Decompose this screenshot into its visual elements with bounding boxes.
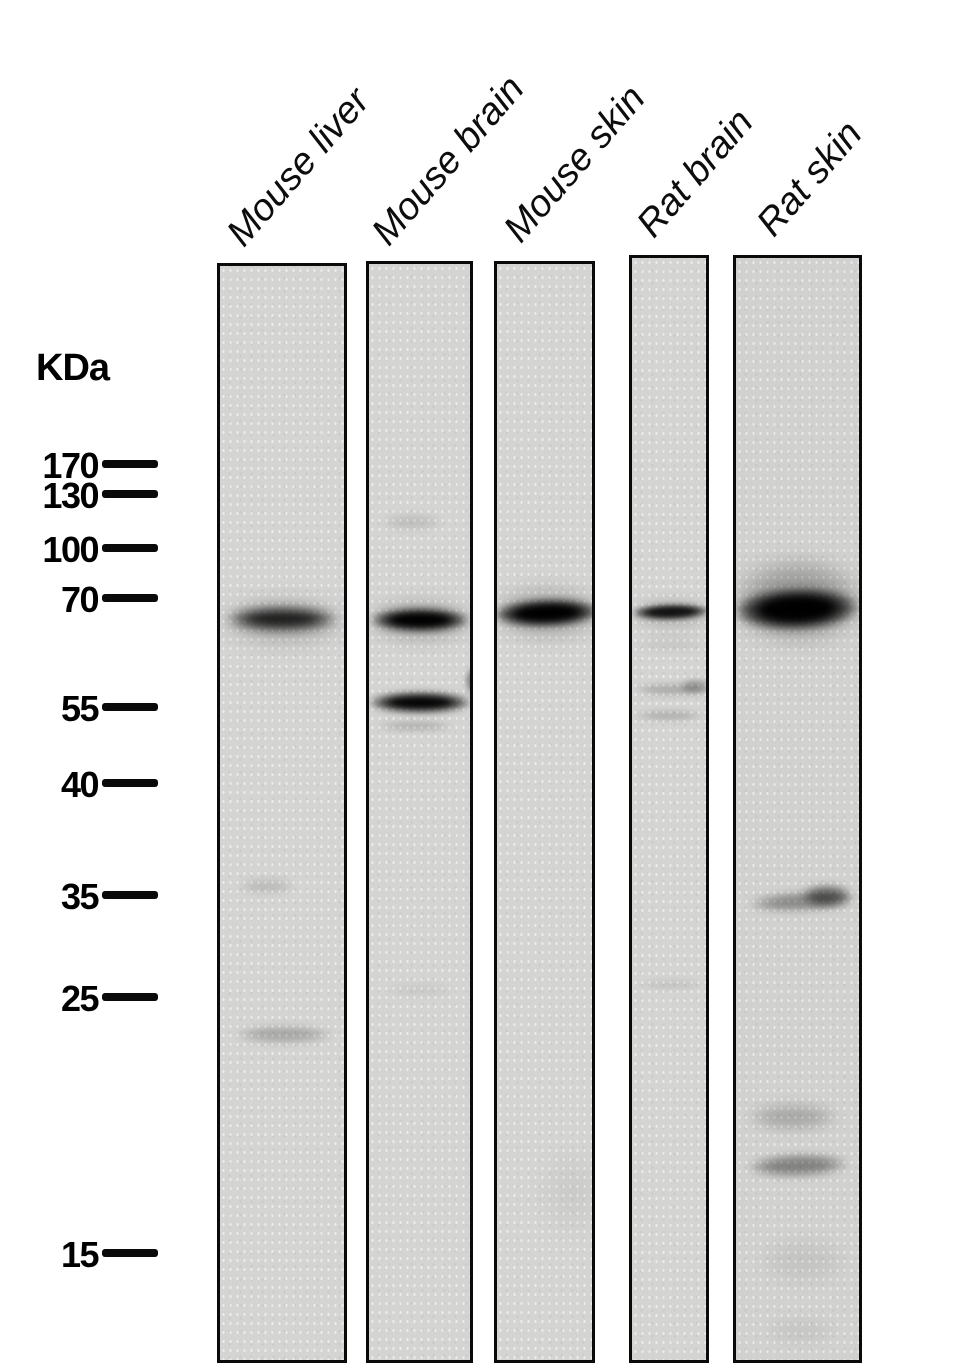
protein-band (634, 709, 704, 721)
lane-mouse-brain (366, 261, 473, 1363)
protein-band (635, 682, 706, 696)
marker-label-170: 170 (42, 445, 99, 486)
protein-band (371, 608, 469, 632)
protein-band (765, 1318, 837, 1344)
marker-tick-25 (102, 993, 158, 1001)
protein-band (377, 721, 453, 731)
marker-label-25: 25 (60, 978, 100, 1019)
lane-label-rat-skin: Rat skin (748, 113, 871, 245)
protein-band (544, 1153, 592, 1233)
marker-label-15: 15 (60, 1234, 100, 1275)
protein-band (747, 1151, 849, 1179)
protein-band (382, 514, 442, 530)
marker-label-100: 100 (42, 529, 99, 570)
lane-mouse-skin (494, 261, 595, 1363)
marker-tick-170 (102, 460, 158, 468)
lane-rat-skin (733, 255, 862, 1363)
protein-band (636, 638, 706, 650)
protein-band (385, 984, 453, 996)
lane-label-mouse-liver: Mouse liver (218, 80, 378, 255)
marker-tick-35 (102, 891, 158, 899)
marker-label-35: 35 (60, 876, 100, 917)
marker-label-55: 55 (60, 688, 100, 729)
protein-band (760, 1238, 846, 1284)
marker-label-40: 40 (60, 764, 100, 805)
marker-tick-55 (102, 703, 158, 711)
protein-band (802, 885, 852, 907)
marker-tick-100 (102, 544, 158, 552)
protein-band (638, 978, 704, 990)
lane-rat-brain (629, 255, 709, 1363)
protein-band (748, 1104, 838, 1130)
marker-tick-130 (102, 490, 158, 498)
protein-band (497, 597, 592, 629)
protein-band (236, 1025, 332, 1043)
marker-tick-70 (102, 594, 158, 602)
protein-band (466, 667, 470, 695)
protein-band (632, 602, 706, 622)
marker-label-130: 130 (42, 475, 99, 516)
marker-tick-15 (102, 1249, 158, 1257)
marker-tick-40 (102, 779, 158, 787)
marker-label-70: 70 (60, 579, 100, 620)
protein-band (227, 607, 337, 631)
lane-label-rat-brain: Rat brain (628, 101, 762, 246)
kda-unit-label: KDa (36, 347, 110, 389)
protein-band (736, 585, 859, 633)
protein-band (239, 879, 295, 893)
protein-band (369, 691, 470, 713)
protein-band (680, 678, 706, 694)
lane-mouse-liver (217, 263, 347, 1363)
